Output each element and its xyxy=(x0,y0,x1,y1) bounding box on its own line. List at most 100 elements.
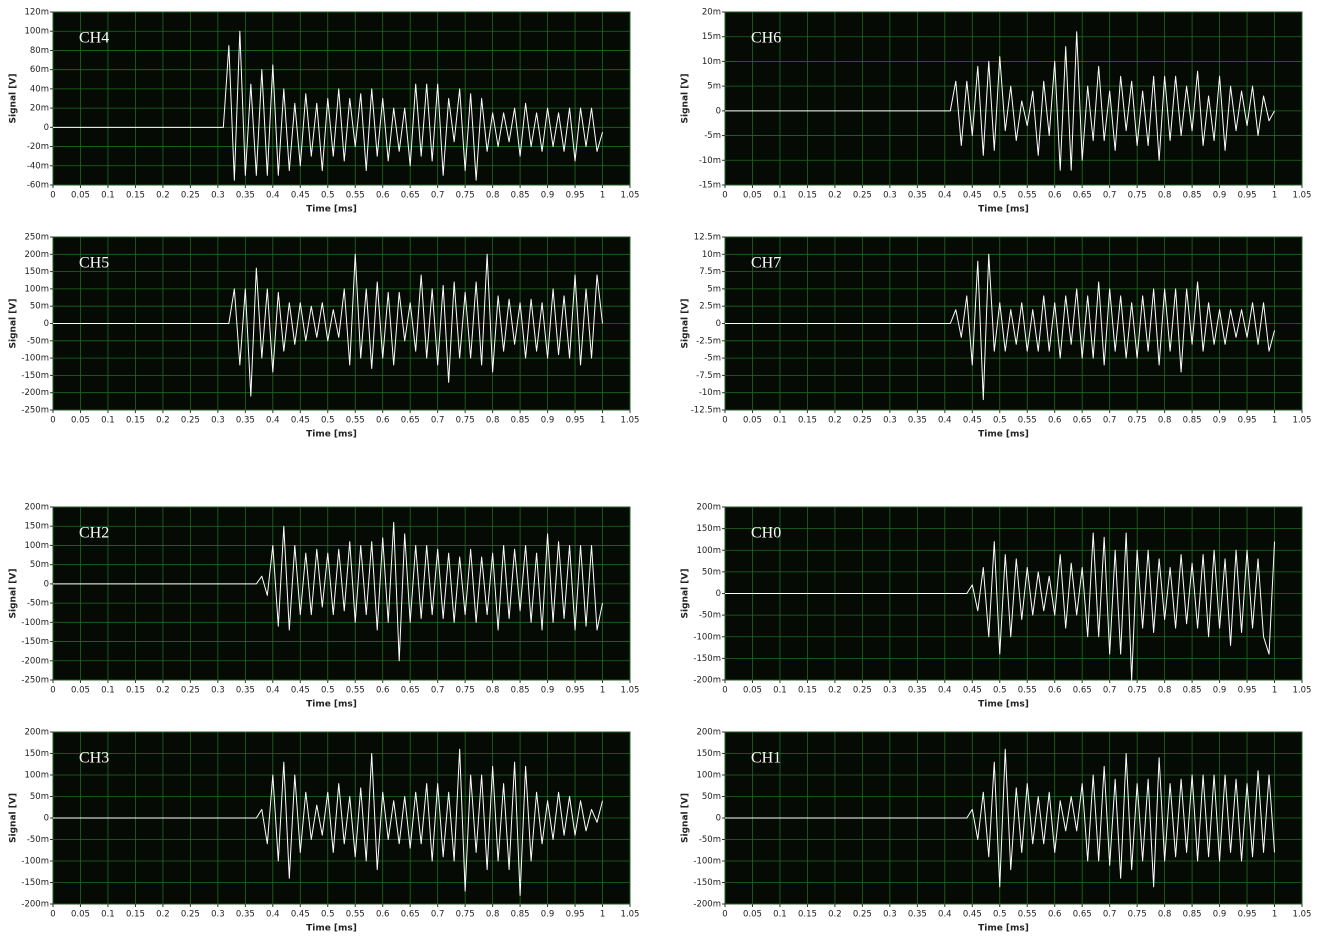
x-tick-label: 0.4 xyxy=(266,191,280,201)
x-tick-label: 0.4 xyxy=(266,910,280,920)
x-tick-label: 0.1 xyxy=(101,416,115,426)
y-tick-label: 100m xyxy=(24,541,49,551)
x-tick-label: 0.65 xyxy=(401,686,420,696)
x-tick-label: 0.6 xyxy=(1048,910,1062,920)
x-tick-label: 0.2 xyxy=(156,910,170,920)
x-tick-label: 0.1 xyxy=(773,910,787,920)
y-axis-title: Signal [V] xyxy=(9,299,19,349)
x-tick-label: 0.15 xyxy=(126,686,145,696)
chart-panel: 0 0.05 0.1 0.15 0.2 0.25 0.3 0.35 0.4 0.45 0.5 0.55… xyxy=(9,728,640,934)
x-tick-label: 0.6 xyxy=(376,910,390,920)
x-tick-label: 0.7 xyxy=(1103,686,1117,696)
x-tick-label: 1 xyxy=(1272,191,1277,201)
x-tick-label: 0.15 xyxy=(126,191,145,201)
x-tick-label: 0.2 xyxy=(828,686,842,696)
y-tick-label: 50m xyxy=(30,560,49,570)
x-tick-label: 0.45 xyxy=(963,191,982,201)
y-tick-label: 150m xyxy=(24,267,49,277)
x-tick-label: 0.65 xyxy=(401,910,420,920)
y-tick-label: 100m xyxy=(24,771,49,781)
x-tick-label: 0.3 xyxy=(883,910,897,920)
y-tick-label: -50m xyxy=(699,611,721,621)
x-tick-label: 0.05 xyxy=(743,686,762,696)
x-tick-label: 0.75 xyxy=(1128,191,1147,201)
y-tick-label: -50m xyxy=(699,835,721,845)
x-tick-label: 1.05 xyxy=(1293,416,1312,426)
y-tick-label: 40m xyxy=(30,84,49,94)
channel-label: CH5 xyxy=(79,255,109,272)
x-tick-label: 0.1 xyxy=(101,686,115,696)
x-tick-label: 0.1 xyxy=(101,191,115,201)
x-tick-label: 0.05 xyxy=(71,416,90,426)
y-tick-label: -250m xyxy=(21,406,49,416)
x-tick-label: 0.3 xyxy=(883,416,897,426)
x-tick-label: 0.9 xyxy=(541,416,555,426)
x-tick-label: 0.65 xyxy=(1073,910,1092,920)
x-tick-label: 0.9 xyxy=(541,910,555,920)
x-tick-label: 0.8 xyxy=(1158,910,1172,920)
x-tick-label: 0.2 xyxy=(828,416,842,426)
x-tick-label: 0.8 xyxy=(1158,686,1172,696)
x-tick-label: 1.05 xyxy=(621,686,640,696)
x-tick-label: 0.9 xyxy=(1213,910,1227,920)
x-tick-label: 0.75 xyxy=(1128,910,1147,920)
x-tick-label: 0.05 xyxy=(743,191,762,201)
y-tick-label: 0 xyxy=(716,589,721,599)
y-tick-label: 0 xyxy=(44,123,49,133)
x-tick-label: 0.5 xyxy=(321,686,335,696)
x-tick-label: 0.5 xyxy=(993,416,1007,426)
y-tick-label: 0 xyxy=(716,319,721,329)
channel-label: CH1 xyxy=(751,750,781,767)
y-tick-label: -100m xyxy=(21,618,49,628)
x-tick-label: 0.1 xyxy=(101,910,115,920)
x-tick-label: 0.15 xyxy=(126,910,145,920)
y-tick-label: -150m xyxy=(693,654,721,664)
y-tick-label: 0 xyxy=(44,814,49,824)
x-tick-label: 0.65 xyxy=(401,191,420,201)
y-tick-label: 120m xyxy=(24,8,49,18)
chart-panel: 0 0.05 0.1 0.15 0.2 0.25 0.3 0.35 0.4 0.45 0.5 0.55… xyxy=(9,8,640,215)
x-tick-label: 0.9 xyxy=(541,191,555,201)
x-tick-label: 0.65 xyxy=(1073,686,1092,696)
y-tick-label: 20m xyxy=(702,8,721,18)
x-tick-label: 0.3 xyxy=(883,191,897,201)
y-tick-label: 5m xyxy=(707,284,721,294)
y-tick-label: 50m xyxy=(30,302,49,312)
y-tick-label: -12.5m xyxy=(691,406,721,416)
x-tick-label: 0.7 xyxy=(1103,191,1117,201)
x-tick-label: 0.75 xyxy=(456,191,475,201)
y-tick-label: 7.5m xyxy=(699,267,721,277)
y-tick-label: 200m xyxy=(696,728,721,738)
x-tick-label: 0 xyxy=(50,416,55,426)
y-tick-label: 200m xyxy=(24,250,49,260)
y-axis-title: Signal [V] xyxy=(9,793,19,843)
x-tick-label: 1.05 xyxy=(621,416,640,426)
x-tick-label: 0.25 xyxy=(181,686,200,696)
y-tick-label: -200m xyxy=(693,900,721,910)
x-tick-label: 0.35 xyxy=(908,191,927,201)
y-axis-title: Signal [V] xyxy=(9,569,19,619)
x-tick-label: 0.35 xyxy=(236,686,255,696)
channel-label: CH3 xyxy=(79,750,109,767)
y-tick-label: -50m xyxy=(27,835,49,845)
x-tick-label: 0.5 xyxy=(321,416,335,426)
y-tick-label: -20m xyxy=(27,142,49,152)
y-tick-label: 15m xyxy=(702,32,721,42)
y-tick-label: 50m xyxy=(30,792,49,802)
x-tick-label: 0.9 xyxy=(1213,686,1227,696)
x-axis-title: Time [ms] xyxy=(306,924,357,934)
x-tick-label: 0.5 xyxy=(321,910,335,920)
x-tick-label: 0.55 xyxy=(1018,910,1037,920)
x-tick-label: 0.6 xyxy=(376,686,390,696)
x-tick-label: 0.85 xyxy=(1183,191,1202,201)
signal-line xyxy=(725,748,1276,888)
y-tick-label: -10m xyxy=(699,156,721,166)
x-tick-label: 0.8 xyxy=(1158,191,1172,201)
y-axis-title: Signal [V] xyxy=(681,793,691,843)
x-tick-label: 0.55 xyxy=(346,910,365,920)
signal-line xyxy=(725,253,1276,401)
x-tick-label: 0 xyxy=(722,416,727,426)
x-tick-label: 0.45 xyxy=(291,686,310,696)
y-tick-label: -2.5m xyxy=(696,336,721,346)
x-tick-label: 0.05 xyxy=(743,910,762,920)
